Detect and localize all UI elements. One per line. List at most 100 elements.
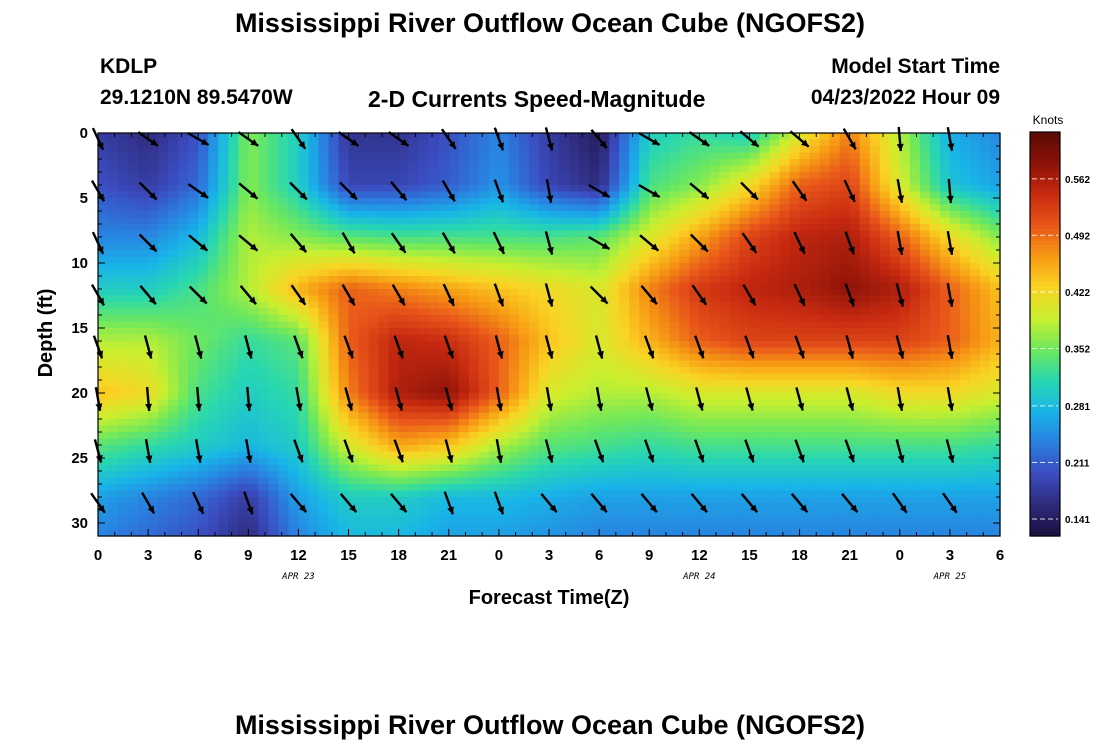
heatmap-cell: [388, 276, 400, 284]
heatmap-cell: [889, 341, 901, 349]
heatmap-cell: [609, 308, 620, 316]
heatmap-cell: [759, 373, 771, 381]
heatmap-cell: [599, 282, 610, 290]
heatmap-cell: [689, 412, 700, 420]
heatmap-cell: [659, 477, 670, 485]
heatmap-cell: [298, 204, 310, 212]
heatmap-cell: [508, 308, 520, 316]
heatmap-cell: [308, 386, 320, 394]
heatmap-cell: [528, 458, 540, 466]
heatmap-cell: [348, 315, 360, 323]
heatmap-cell: [108, 269, 119, 277]
heatmap-cell: [589, 269, 600, 277]
heatmap-cell: [619, 178, 630, 186]
heatmap-cell: [128, 282, 139, 290]
heatmap-cell: [518, 224, 530, 232]
heatmap-cell: [719, 211, 730, 219]
heatmap-cell: [488, 165, 500, 173]
heatmap-cell: [408, 321, 420, 329]
heatmap-cell: [979, 373, 991, 381]
heatmap-cell: [969, 419, 981, 427]
heatmap-cell: [338, 484, 350, 492]
heatmap-cell: [98, 237, 109, 245]
heatmap-cell: [839, 471, 851, 479]
heatmap-cell: [599, 360, 610, 368]
heatmap-cell: [919, 471, 931, 479]
heatmap-cell: [679, 178, 690, 186]
heatmap-cell: [168, 471, 179, 479]
heatmap-cell: [368, 432, 380, 440]
heatmap-cell: [268, 334, 279, 342]
heatmap-cell: [659, 237, 670, 245]
heatmap-cell: [909, 217, 921, 225]
heatmap-cell: [188, 204, 199, 212]
heatmap-cell: [268, 490, 279, 498]
heatmap-cell: [849, 172, 861, 180]
heatmap-cell: [729, 367, 741, 375]
heatmap-cell: [268, 425, 279, 433]
heatmap-cell: [218, 445, 229, 453]
heatmap-cell: [629, 471, 640, 479]
heatmap-cell: [689, 276, 700, 284]
heatmap-cell: [729, 133, 741, 141]
heatmap-cell: [559, 373, 570, 381]
heatmap-cell: [378, 471, 390, 479]
heatmap-cell: [959, 146, 971, 154]
heatmap-cell: [779, 315, 791, 323]
heatmap-cell: [829, 263, 841, 271]
heatmap-cell: [569, 276, 580, 284]
heatmap-cell: [358, 425, 370, 433]
heatmap-cell: [228, 315, 239, 323]
heatmap-cell: [759, 334, 771, 342]
heatmap-cell: [198, 165, 209, 173]
heatmap-cell: [929, 172, 941, 180]
heatmap-cell: [98, 471, 109, 479]
heatmap-cell: [979, 172, 991, 180]
heatmap-cell: [538, 477, 550, 485]
heatmap-cell: [849, 334, 861, 342]
heatmap-cell: [408, 354, 420, 362]
heatmap-cell: [739, 178, 751, 186]
heatmap-cell: [258, 419, 269, 427]
heatmap-cell: [288, 237, 300, 245]
heatmap-cell: [659, 484, 670, 492]
heatmap-cell: [819, 347, 831, 355]
heatmap-cell: [468, 419, 480, 427]
heatmap-cell: [358, 315, 370, 323]
heatmap-cell: [739, 263, 751, 271]
heatmap-cell: [428, 367, 440, 375]
heatmap-cell: [729, 191, 741, 199]
heatmap-cell: [819, 295, 831, 303]
heatmap-cell: [749, 198, 761, 206]
heatmap-cell: [428, 347, 440, 355]
heatmap-cell: [729, 406, 741, 414]
heatmap-cell: [108, 406, 119, 414]
heatmap-cell: [318, 334, 330, 342]
heatmap-cell: [378, 302, 390, 310]
heatmap-cell: [959, 432, 971, 440]
heatmap-cell: [669, 217, 680, 225]
heatmap-cell: [979, 146, 991, 154]
model-start-label: Model Start Time: [831, 55, 1000, 78]
heatmap-cell: [228, 230, 239, 238]
heatmap-cell: [228, 302, 239, 310]
heatmap-cell: [358, 191, 370, 199]
heatmap-cell: [108, 289, 119, 297]
heatmap-cell: [338, 178, 350, 186]
heatmap-cell: [488, 204, 500, 212]
heatmap-cell: [909, 315, 921, 323]
heatmap-cell: [398, 471, 410, 479]
heatmap-cell: [108, 191, 119, 199]
heatmap-cell: [769, 393, 781, 401]
heatmap-cell: [769, 276, 781, 284]
heatmap-cell: [238, 191, 249, 199]
heatmap-cell: [408, 263, 420, 271]
heatmap-cell: [378, 367, 390, 375]
heatmap-cell: [919, 178, 931, 186]
heatmap-cell: [528, 464, 540, 472]
heatmap-cell: [438, 295, 450, 303]
heatmap-cell: [218, 328, 229, 336]
heatmap-cell: [989, 302, 1001, 310]
heatmap-cell: [549, 477, 560, 485]
heatmap-cell: [689, 380, 700, 388]
